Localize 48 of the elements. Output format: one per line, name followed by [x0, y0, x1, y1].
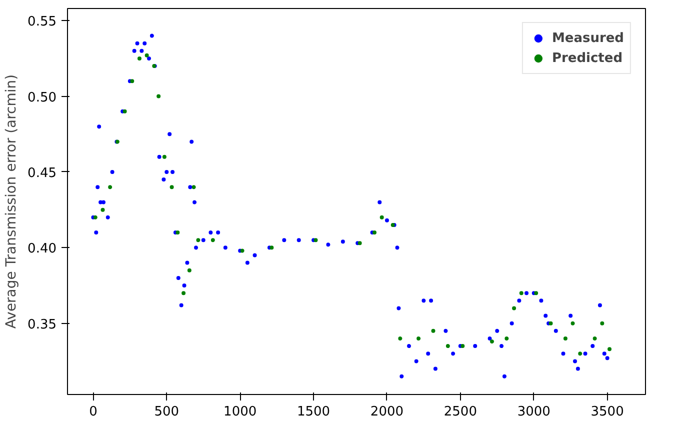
point [534, 291, 538, 296]
point [108, 185, 112, 190]
point [192, 185, 196, 190]
point [446, 344, 450, 348]
y-axis-title: Average Transmission error (arcmin) [4, 74, 20, 329]
point [431, 328, 436, 333]
point [490, 340, 494, 344]
x-tick-label: 500 [154, 404, 180, 420]
point [398, 336, 402, 340]
x-tick-label: 3500 [590, 404, 624, 420]
point [270, 246, 274, 250]
point [519, 291, 524, 296]
x-tick-label: 1500 [296, 404, 330, 420]
point [130, 79, 134, 84]
y-tick-label: 0.55 [28, 14, 57, 30]
x-tick-label: 1000 [224, 404, 257, 420]
point [504, 336, 509, 340]
x-tick-label: 3000 [517, 404, 550, 420]
y-tick-label: 0.35 [28, 317, 57, 332]
y-tick-label: 0.45 [28, 166, 57, 181]
point [416, 336, 421, 340]
legend-label: Measured [552, 30, 624, 46]
point [144, 53, 149, 58]
x-tick-label: 2000 [370, 404, 404, 420]
point [380, 215, 384, 220]
y-tick-label: 0.50 [28, 90, 57, 106]
x-tick-label: 2500 [444, 404, 477, 420]
point [137, 56, 142, 60]
point [600, 321, 604, 326]
point [100, 208, 105, 212]
point [170, 185, 174, 190]
point [162, 154, 166, 159]
point [196, 238, 200, 242]
point [182, 291, 186, 296]
point [512, 306, 516, 310]
point [156, 94, 161, 98]
point [460, 344, 465, 348]
point [563, 336, 568, 340]
point [187, 268, 192, 272]
point [210, 238, 215, 242]
point [578, 352, 582, 356]
point [176, 230, 180, 235]
point [608, 347, 612, 352]
y-tick-label: 0.40 [28, 242, 57, 257]
x-tick-label: 0 [89, 404, 98, 420]
legend-label: Predicted [552, 50, 622, 66]
point [570, 321, 575, 326]
point [592, 336, 597, 340]
